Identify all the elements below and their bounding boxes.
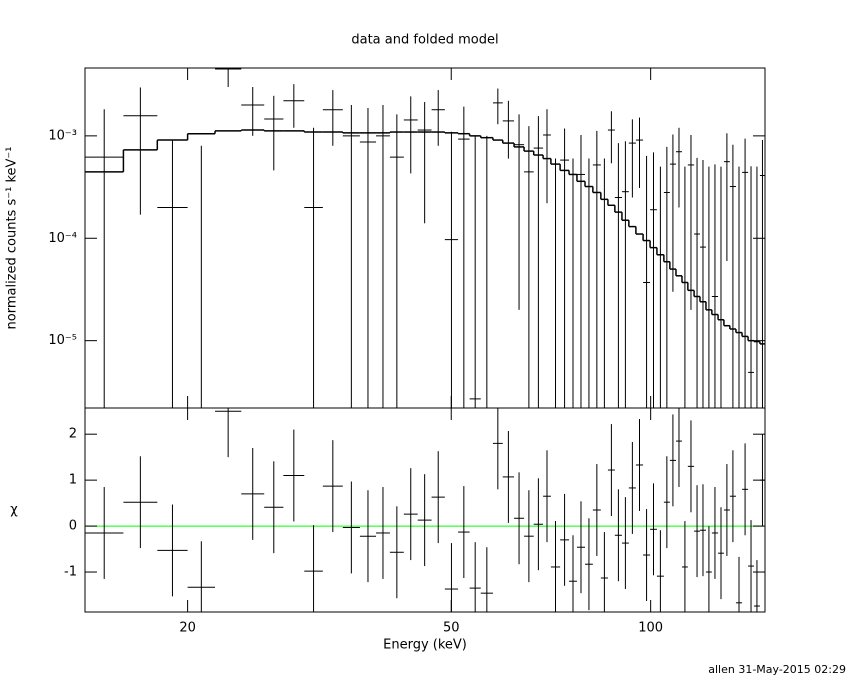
x-axis-label: Energy (keV) (383, 638, 467, 653)
y-tick-label: 1 (69, 473, 77, 488)
y-tick-label: 10⁻⁵ (48, 333, 77, 348)
plot-area (85, 68, 765, 408)
x-tick-label: 50 (443, 621, 460, 636)
y-tick-label: -1 (64, 565, 77, 580)
footer: allen 31-May-2015 02:29 (708, 663, 846, 676)
x-tick-label: 20 (179, 621, 196, 636)
y-tick-label: 2 (69, 427, 77, 442)
chart-title: data and folded model (351, 33, 498, 48)
y-axis-label: χ (10, 503, 18, 518)
y-tick-label: 0 (69, 519, 77, 534)
y-tick-label: 10⁻³ (48, 128, 77, 143)
y-tick-label: 10⁻⁴ (48, 231, 77, 246)
x-tick-label: 100 (638, 621, 663, 636)
panel-frame (84, 407, 766, 613)
plot-area (85, 408, 765, 612)
y-axis-label: normalized counts s⁻¹ keV⁻¹ (5, 147, 20, 330)
